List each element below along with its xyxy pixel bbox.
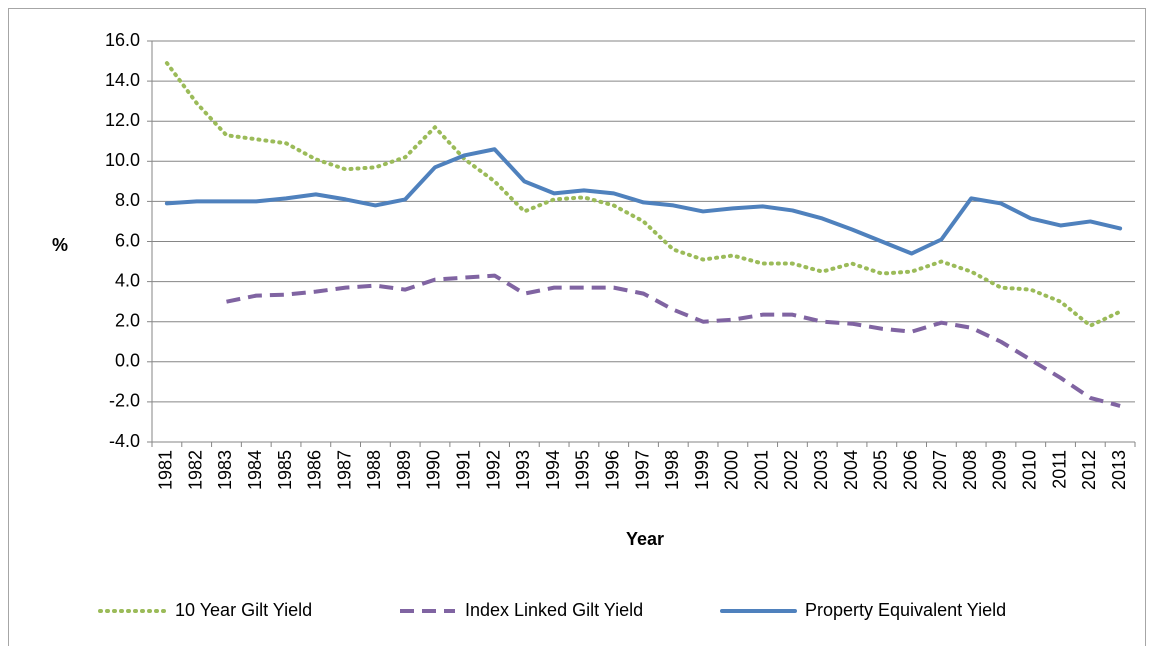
y-axis-label: % — [52, 235, 68, 255]
x-tick-label: 2013 — [1109, 450, 1129, 490]
y-tick-label: 12.0 — [105, 110, 140, 130]
y-tick-label: 0.0 — [115, 351, 140, 371]
x-tick-label: 2010 — [1019, 450, 1039, 490]
series-line — [226, 273, 1121, 408]
series-line — [164, 61, 1123, 328]
y-tick-label: 14.0 — [105, 70, 140, 90]
x-tick-label: 2000 — [722, 450, 742, 490]
x-tick-label: 2004 — [841, 450, 861, 490]
x-tick-label: 1981 — [156, 450, 176, 490]
x-tick-label: 1991 — [454, 450, 474, 490]
x-tick-label: 2012 — [1079, 450, 1099, 490]
x-tick-label: 2006 — [900, 450, 920, 490]
x-tick-label: 2009 — [990, 450, 1010, 490]
chart-frame — [8, 8, 1146, 646]
x-tick-label: 1986 — [305, 450, 325, 490]
x-tick-label: 1992 — [483, 450, 503, 490]
x-tick-label: 1990 — [424, 450, 444, 490]
x-tick-label: 1995 — [573, 450, 593, 490]
y-tick-label: 16.0 — [105, 30, 140, 50]
x-tick-label: 1999 — [692, 450, 712, 490]
y-tick-label: 10.0 — [105, 150, 140, 170]
x-tick-label: 1994 — [543, 450, 563, 490]
legend-label: Property Equivalent Yield — [805, 600, 1006, 620]
x-tick-label: 1993 — [513, 450, 533, 490]
x-tick-label: 1984 — [245, 450, 265, 490]
x-tick-label: 1985 — [275, 450, 295, 490]
x-tick-label: 1998 — [662, 450, 682, 490]
y-tick-label: 8.0 — [115, 190, 140, 210]
y-tick-label: 2.0 — [115, 310, 140, 330]
legend-label: Index Linked Gilt Yield — [465, 600, 643, 620]
y-tick-label: 6.0 — [115, 230, 140, 250]
x-tick-label: 1997 — [632, 450, 652, 490]
x-tick-label: 1982 — [185, 450, 205, 490]
y-tick-label: 4.0 — [115, 270, 140, 290]
x-tick-label: 2001 — [751, 450, 771, 490]
x-tick-label: 2008 — [960, 450, 980, 490]
x-tick-label: 1988 — [364, 450, 384, 490]
x-tick-label: 1987 — [334, 450, 354, 490]
x-tick-label: 2002 — [781, 450, 801, 490]
x-tick-label: 2007 — [930, 450, 950, 490]
legend-label: 10 Year Gilt Yield — [175, 600, 312, 620]
x-tick-label: 2005 — [871, 450, 891, 490]
x-tick-label: 1989 — [394, 450, 414, 490]
x-tick-label: 2003 — [811, 450, 831, 490]
y-tick-label: -2.0 — [109, 391, 140, 411]
y-tick-label: -4.0 — [109, 431, 140, 451]
x-tick-label: 1983 — [215, 450, 235, 490]
x-tick-label: 2011 — [1049, 450, 1069, 489]
series-line — [164, 147, 1123, 256]
x-axis-label: Year — [626, 529, 664, 549]
x-tick-label: 1996 — [602, 450, 622, 490]
